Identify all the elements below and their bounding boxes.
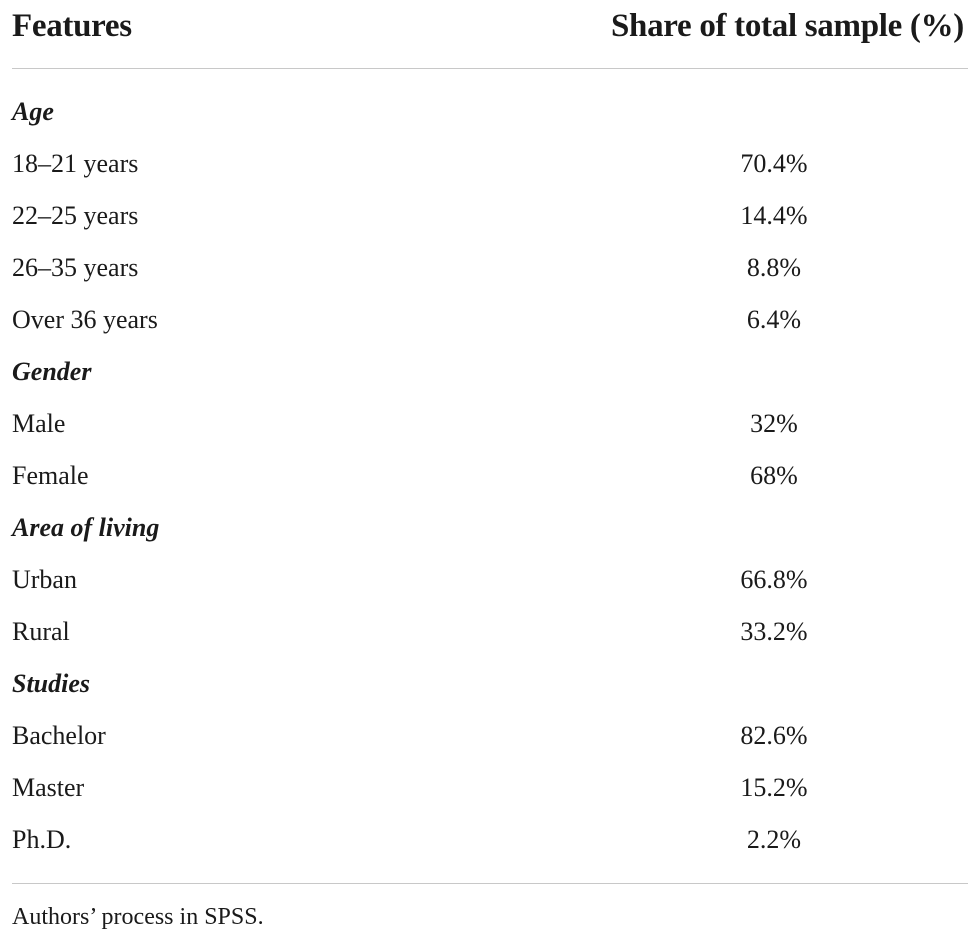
table-row: Over 36 years 6.4%: [12, 295, 968, 347]
table-row: Bachelor 82.6%: [12, 711, 968, 763]
row-label: 22–25 years: [12, 201, 139, 230]
row-label: Master: [12, 773, 85, 802]
row-label: Over 36 years: [12, 305, 158, 334]
row-label: Bachelor: [12, 721, 106, 750]
table-row: Male 32%: [12, 399, 968, 451]
header-share: Share of total sample (%): [610, 8, 964, 44]
row-value: 82.6%: [740, 721, 808, 750]
table-row: Master 15.2%: [12, 763, 968, 815]
table-row: Rural 33.2%: [12, 607, 968, 659]
section-label: Age: [12, 97, 54, 126]
row-value: 68%: [750, 461, 798, 490]
row-value: 70.4%: [740, 149, 808, 178]
row-label: 26–35 years: [12, 253, 139, 282]
row-label: Rural: [12, 617, 70, 646]
table-row: 26–35 years 8.8%: [12, 243, 968, 295]
row-value: 15.2%: [740, 773, 808, 802]
table-row: Female 68%: [12, 451, 968, 503]
demographics-table: Features Share of total sample (%) Age 1…: [12, 0, 968, 931]
row-value: 2.2%: [746, 825, 802, 854]
header-features: Features: [12, 8, 132, 44]
table-row: Ph.D. 2.2%: [12, 815, 968, 867]
table-footer-divider: [12, 883, 968, 884]
table-footnote: Authors’ process in SPSS.: [12, 904, 264, 930]
row-label: Ph.D.: [12, 825, 72, 854]
section-row-gender: Gender: [12, 347, 968, 399]
table-row: 22–25 years 14.4%: [12, 191, 968, 243]
section-label: Area of living: [12, 513, 160, 542]
row-label: Male: [12, 409, 66, 438]
row-value: 6.4%: [746, 305, 802, 334]
row-label: Urban: [12, 565, 77, 594]
section-label: Studies: [12, 669, 91, 698]
row-value: 32%: [750, 409, 798, 438]
section-label: Gender: [12, 357, 92, 386]
table-row: Urban 66.8%: [12, 555, 968, 607]
row-value: 8.8%: [746, 253, 802, 282]
row-value: 14.4%: [740, 201, 808, 230]
row-value: 66.8%: [740, 565, 808, 594]
row-label: Female: [12, 461, 89, 490]
section-row-age: Age: [12, 87, 968, 139]
table-header: Features Share of total sample (%): [12, 0, 968, 69]
table-body: Age 18–21 years 70.4% 22–25 years 14.4% …: [12, 69, 968, 867]
section-row-area-of-living: Area of living: [12, 503, 968, 555]
row-value: 33.2%: [740, 617, 808, 646]
section-row-studies: Studies: [12, 659, 968, 711]
row-label: 18–21 years: [12, 149, 139, 178]
table-row: 18–21 years 70.4%: [12, 139, 968, 191]
